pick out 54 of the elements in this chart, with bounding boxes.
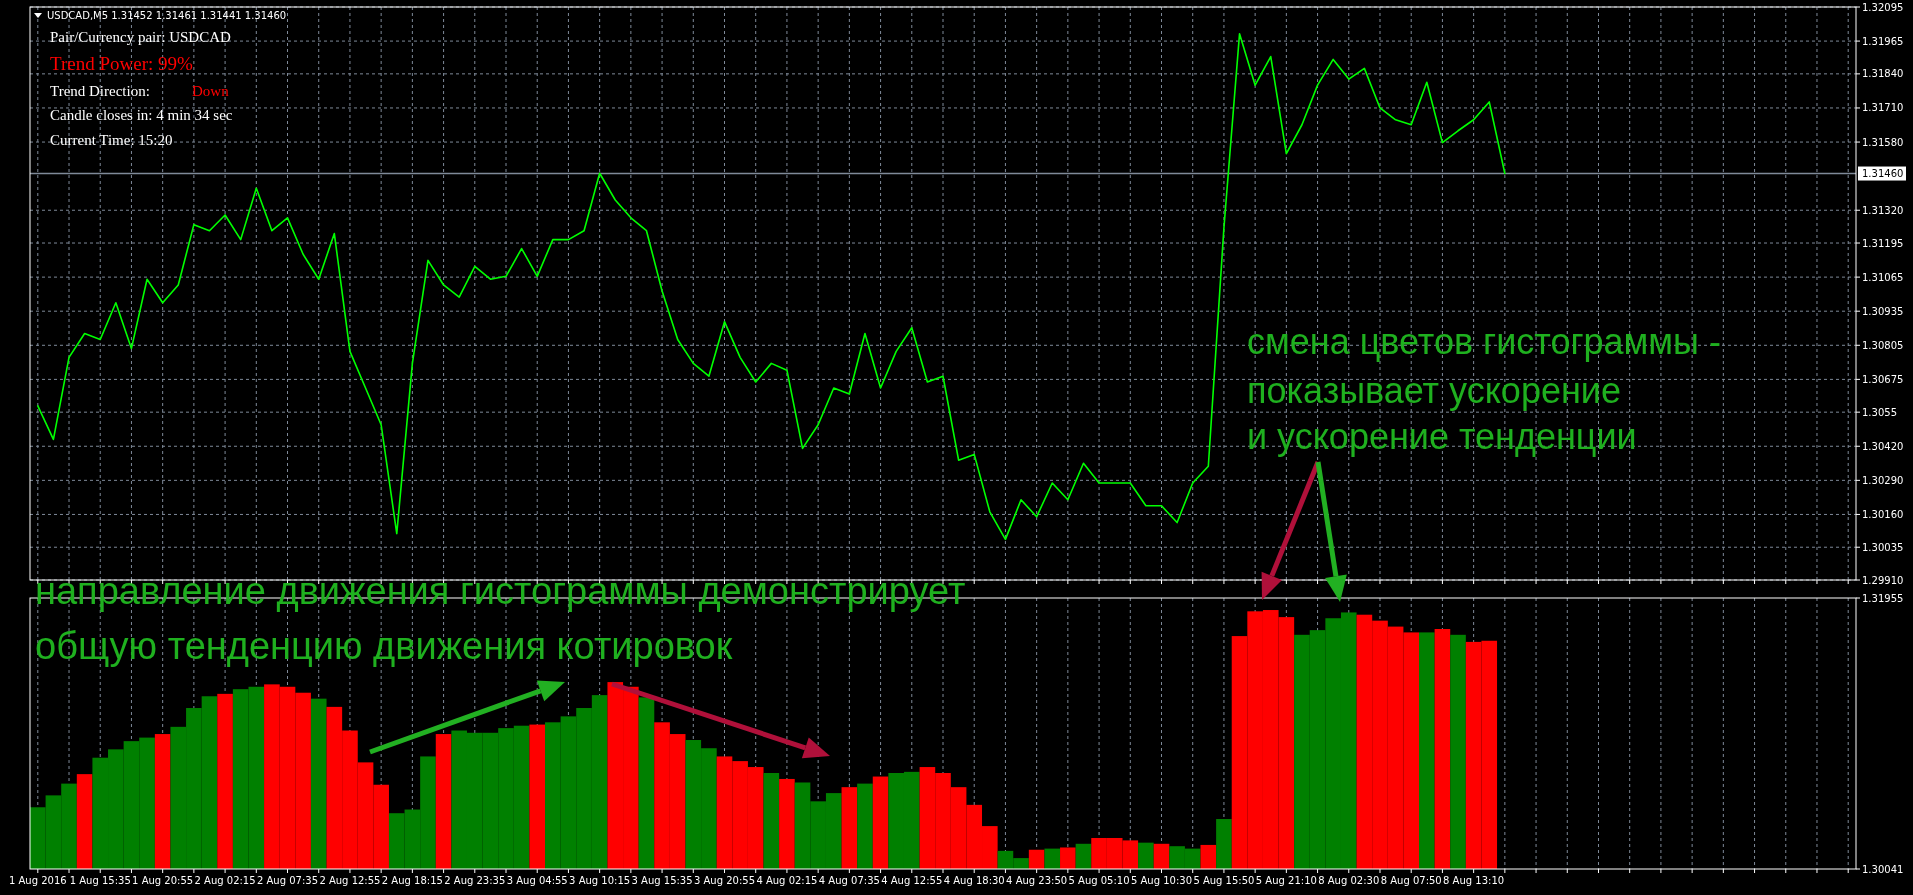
chart-title: USDCAD,M5 1.31452 1.31461 1.31441 1.31460 [47,10,287,21]
x-tick-label: 3 Aug 10:15 [569,875,631,886]
y-tick-label: 1.31065 [1862,271,1904,283]
y-tick-label: 1.30035 [1862,541,1904,553]
x-tick-label: 3 Aug 04:55 [506,875,568,886]
x-tick-label: 4 Aug 23:50 [1006,875,1068,886]
y-tick-label: 1.30675 [1862,373,1904,385]
x-tick-label: 2 Aug 23:35 [444,875,506,886]
x-tick-label: 4 Aug 12:55 [881,875,943,886]
y-tick-label: 1.32095 [1862,1,1904,13]
x-tick-label: 2 Aug 02:15 [194,875,256,886]
x-tick-label: 2 Aug 07:35 [256,875,319,886]
x-tick-label: 1 Aug 20:55 [132,875,194,886]
x-tick-label: 4 Aug 02:15 [756,875,818,886]
x-tick-label: 5 Aug 05:10 [1068,875,1130,886]
y-tick-label: 1.30041 [1862,863,1904,875]
x-tick-label: 4 Aug 18:30 [943,875,1005,886]
x-tick-label: 4 Aug 07:35 [818,875,880,886]
annotation: Trend Power: 99% [50,53,194,74]
y-tick-label: 1.30805 [1862,339,1904,351]
y-tick-label: 1.31955 [1862,592,1904,604]
x-tick-label: 8 Aug 07:50 [1380,875,1442,886]
y-tick-label: 1.31965 [1862,35,1904,47]
y-tick-label: 1.31580 [1862,136,1904,148]
annotation: Down [192,83,230,99]
y-tick-label: 1.3055 [1862,406,1897,418]
annotation: показывает ускорение [1247,370,1621,411]
x-tick-label: 1 Aug 2016 [8,875,67,886]
x-tick-label: 5 Aug 15:50 [1193,875,1255,886]
ref-line-label: 1.31460 [1862,168,1904,180]
x-tick-label: 8 Aug 02:30 [1318,875,1380,886]
y-tick-label: 1.31195 [1862,237,1904,249]
annotation: общую тенденцию движения котировок [35,625,733,667]
x-tick-label: 3 Aug 15:35 [631,875,693,886]
y-tick-label: 1.30160 [1862,508,1904,520]
x-tick-label: 2 Aug 12:55 [319,875,381,886]
y-tick-label: 1.31320 [1862,204,1904,216]
x-tick-label: 8 Aug 13:10 [1443,875,1505,886]
y-tick-label: 1.31840 [1862,68,1904,80]
y-tick-label: 1.31710 [1862,102,1904,114]
x-tick-label: 5 Aug 21:10 [1255,875,1317,886]
annotation: Pair/Currency pair: USDCAD [50,29,231,45]
annotation: Candle closes in: 4 min 34 sec [50,107,233,123]
x-tick-label: 3 Aug 20:55 [693,875,756,886]
x-tick-label: 5 Aug 10:30 [1130,875,1193,886]
y-tick-label: 1.30935 [1862,305,1904,317]
annotation: и ускорение тенденции [1247,416,1637,457]
y-tick-label: 1.30290 [1862,474,1904,486]
x-tick-label: 2 Aug 18:15 [381,875,443,886]
y-tick-label: 1.29910 [1862,574,1904,586]
annotation: Trend Direction: [50,83,150,99]
y-tick-label: 1.30420 [1862,440,1904,452]
x-tick-label: 1 Aug 15:35 [69,875,131,886]
annotation: Current Time: 15:20 [50,132,173,148]
